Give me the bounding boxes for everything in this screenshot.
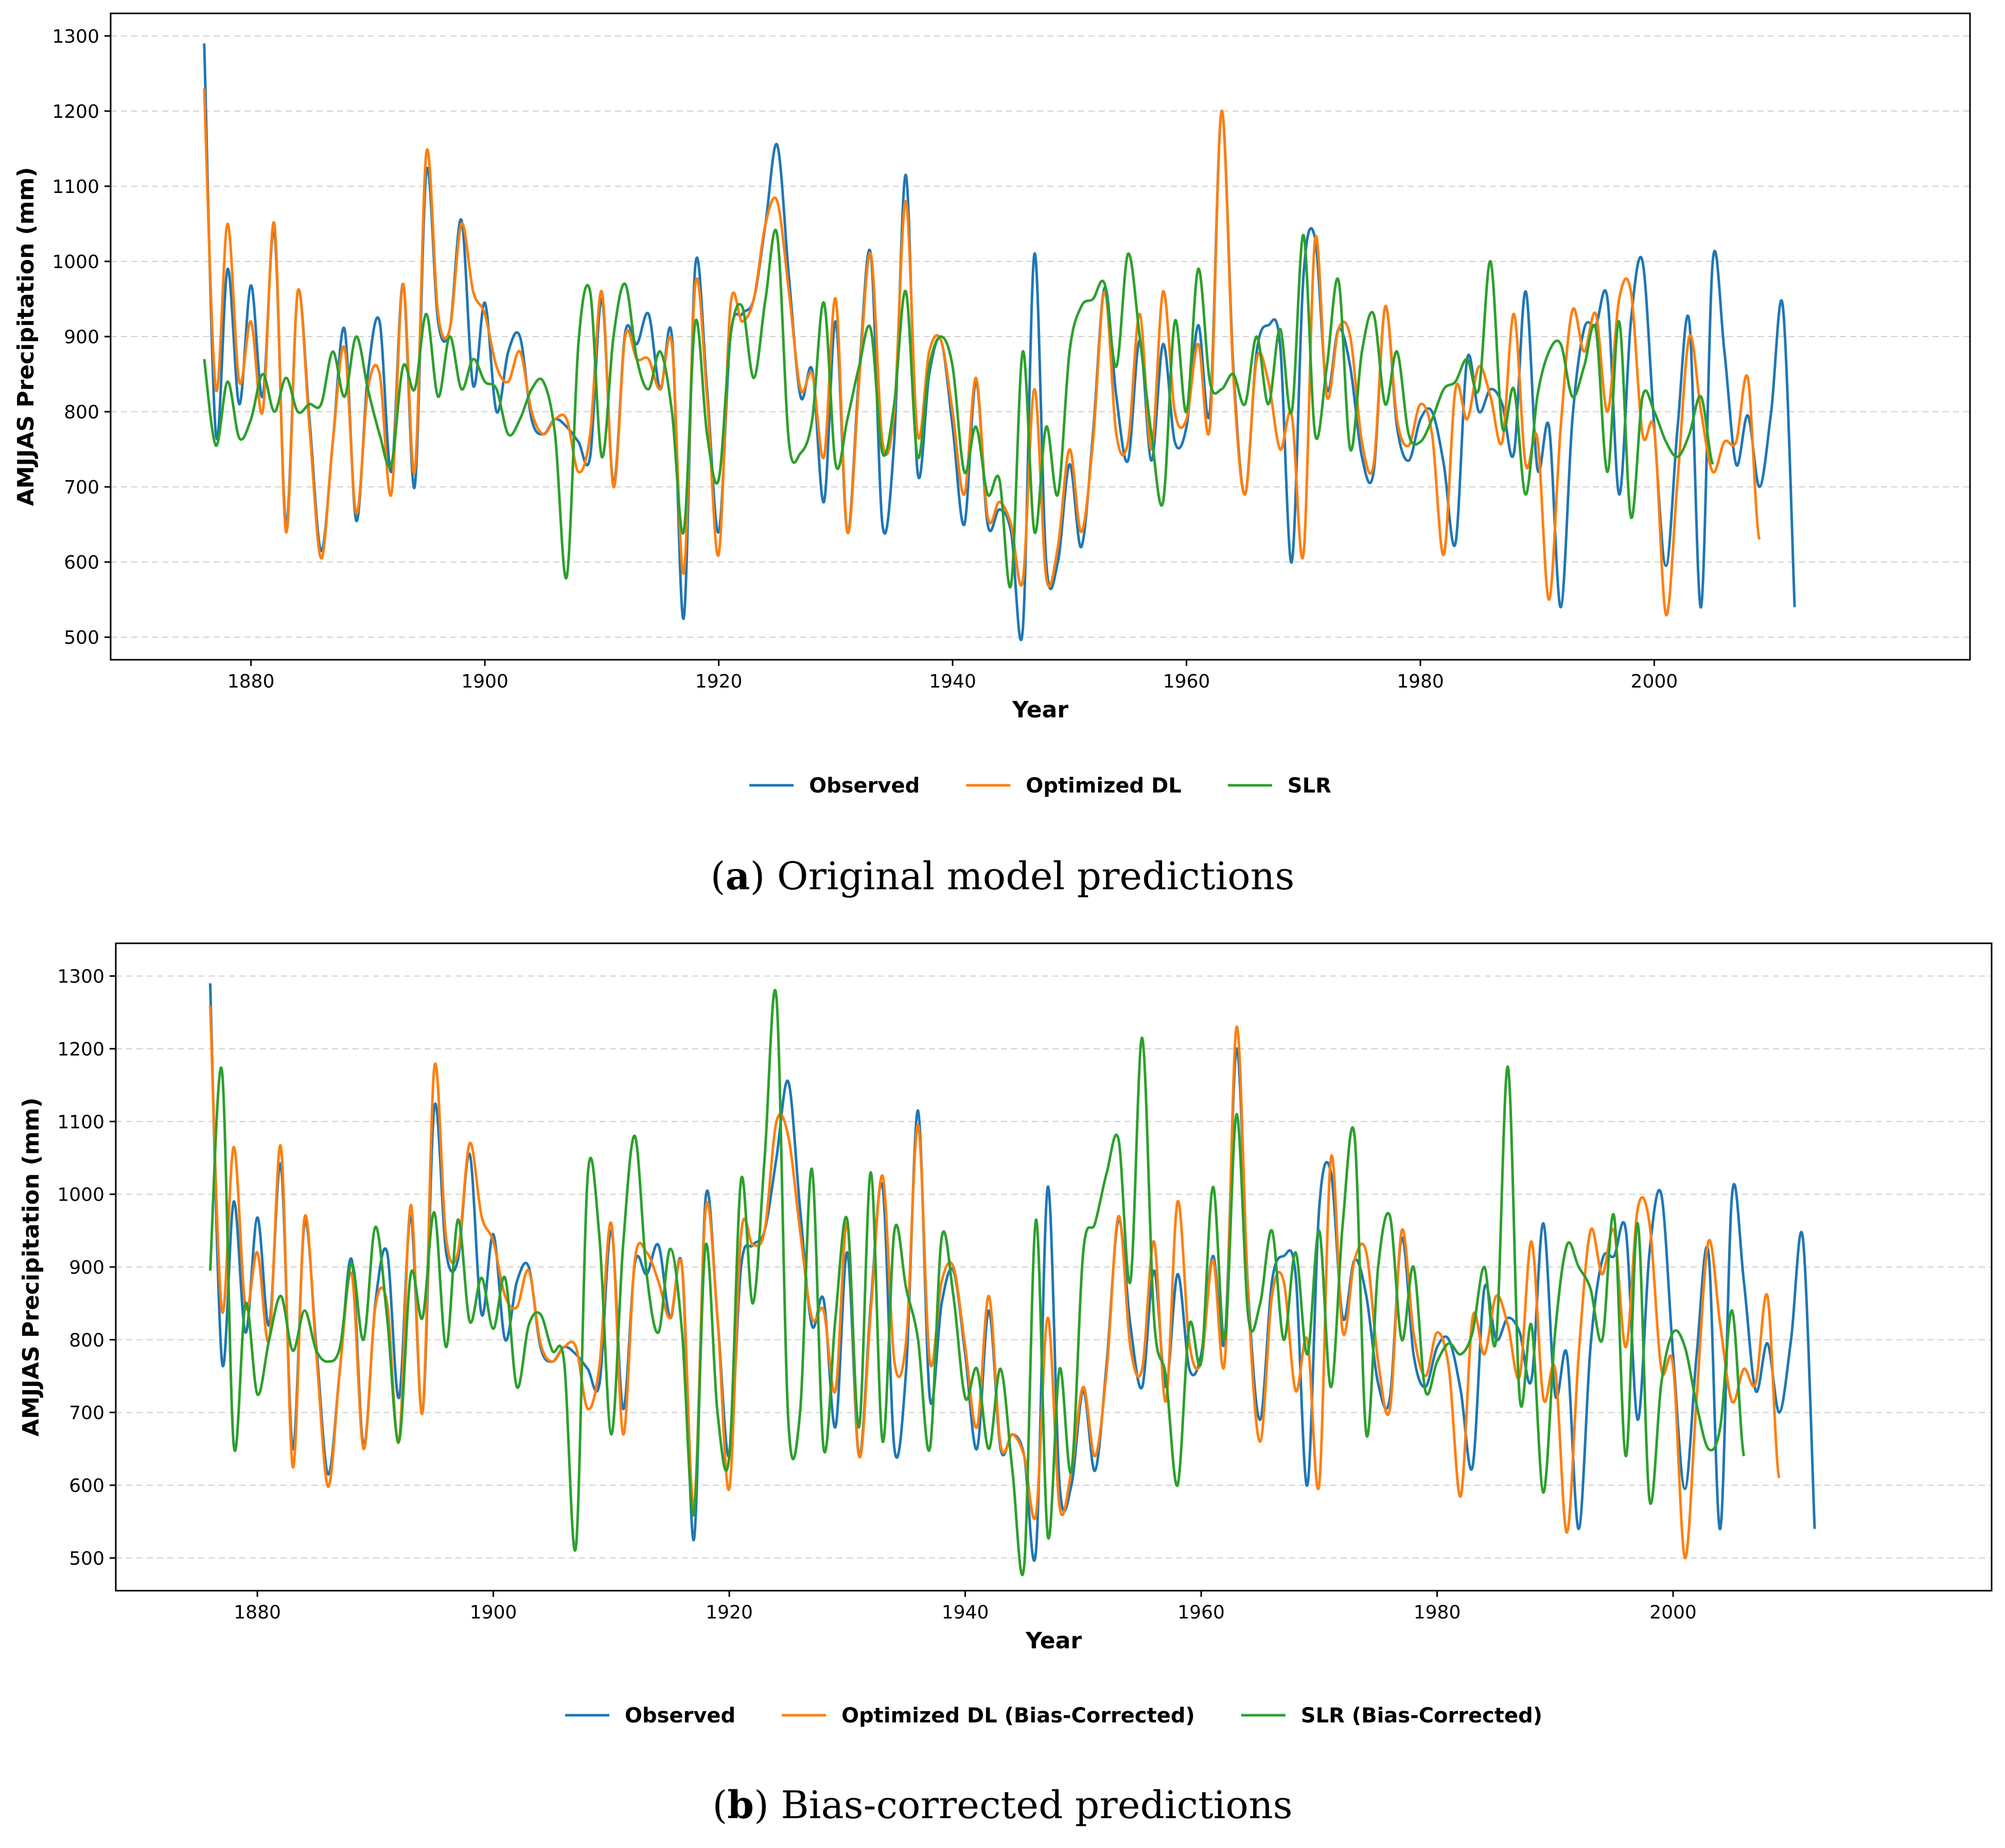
chart-b-ytick-label-1000: 1000	[57, 1185, 104, 1206]
chart-b-xtick-label-1880: 1880	[234, 1602, 281, 1623]
chart-a-ytick-label-1300: 1300	[52, 26, 99, 47]
chart-a-ytick-label-1200: 1200	[52, 101, 99, 122]
chart-a-legend-label-observed: Observed	[809, 774, 920, 798]
chart-a: 500 600 700 800 900 1000 1100 1200 1300 1880 1900 1…	[13, 12, 1971, 798]
chart-b-xtick-label-1960: 1960	[1177, 1602, 1225, 1623]
chart-b-series-line-slr-bias-corrected	[208, 989, 1746, 1577]
chart-a-x-axis-label: Year	[1012, 697, 1068, 723]
chart-b-legend: Observed Optimized DL (Bias-Corrected) SLR…	[565, 1704, 1542, 1728]
chart-a-xtick-label-1960: 1960	[1163, 671, 1210, 692]
chart-b-ytick-label-1300: 1300	[57, 966, 104, 988]
chart-b-y-axis-label: AMJJAS Precipitation (mm)	[18, 1098, 44, 1437]
chart-a-ytick-label-500: 500	[64, 627, 99, 648]
caption-a-letter: a	[725, 854, 750, 899]
chart-b-xtick-label-1920: 1920	[706, 1602, 753, 1623]
chart-a-ytick-label-900: 900	[64, 327, 99, 348]
chart-b-ytick-label-900: 900	[69, 1257, 104, 1278]
chart-b-xtick-label-1940: 1940	[942, 1602, 989, 1623]
chart-b-ytick-label-500: 500	[69, 1548, 104, 1569]
chart-a-xtick-label-1900: 1900	[461, 671, 508, 692]
chart-b-series-line-optimized-dl-bias-corrected	[208, 1005, 1781, 1559]
caption-b-letter: b	[727, 1783, 754, 1827]
chart-a-legend-label-slr: SLR	[1288, 774, 1331, 798]
chart-b: 500 600 700 800 900 1000 1100 1200 1300 1880 1900 1…	[18, 942, 1993, 1728]
chart-a-legend: Observed Optimized DL SLR	[749, 774, 1331, 798]
chart-b-ytick-label-1100: 1100	[57, 1112, 104, 1133]
chart-b-ytick-label-1200: 1200	[57, 1039, 104, 1060]
chart-a-series-line-optimized-dl	[203, 88, 1761, 617]
chart-a-xtick-label-1980: 1980	[1397, 671, 1444, 692]
panel-a: 500 600 700 800 900 1000 1100 1200 1300 1880 1900 1…	[13, 12, 1971, 899]
chart-a-legend-label-optimized-dl: Optimized DL	[1026, 774, 1182, 798]
chart-a-y-axis-label: AMJJAS Precipitation (mm)	[13, 167, 39, 506]
caption-a: (a) Original model predictions	[710, 854, 1295, 899]
chart-a-ytick-label-700: 700	[64, 477, 99, 498]
caption-a-text: Original model predictions	[777, 854, 1295, 899]
chart-b-xtick-label-2000: 2000	[1649, 1602, 1697, 1623]
chart-a-ytick-label-600: 600	[64, 552, 99, 573]
chart-a-ytick-label-1000: 1000	[52, 252, 99, 273]
chart-b-legend-label-slr-bias-corrected: SLR (Bias-Corrected)	[1301, 1704, 1542, 1728]
chart-b-xtick-label-1900: 1900	[470, 1602, 517, 1623]
caption-b-text: Bias-corrected predictions	[781, 1783, 1293, 1827]
panel-b: 500 600 700 800 900 1000 1100 1200 1300 1880 1900 1…	[0, 924, 2005, 1848]
chart-a-xtick-label-2000: 2000	[1631, 671, 1678, 692]
chart-a-xtick-label-1880: 1880	[227, 671, 275, 692]
chart-b-legend-label-optimized-dl-bias-corrected: Optimized DL (Bias-Corrected)	[841, 1704, 1195, 1728]
chart-a-xtick-label-1920: 1920	[695, 671, 743, 692]
chart-a-ytick-label-800: 800	[64, 402, 99, 423]
chart-b-ytick-label-600: 600	[69, 1475, 104, 1497]
chart-b-xtick-label-1980: 1980	[1414, 1602, 1461, 1623]
chart-a-xtick-label-1940: 1940	[929, 671, 976, 692]
chart-a-ytick-label-1100: 1100	[52, 177, 99, 198]
chart-a-series-line-slr	[203, 228, 1714, 589]
chart-b-ytick-label-700: 700	[69, 1403, 104, 1424]
caption-b: (b) Bias-corrected predictions	[712, 1783, 1293, 1827]
chart-b-legend-label-observed: Observed	[625, 1704, 735, 1728]
chart-b-ytick-label-800: 800	[69, 1330, 104, 1351]
chart-b-x-axis-label: Year	[1025, 1628, 1082, 1654]
